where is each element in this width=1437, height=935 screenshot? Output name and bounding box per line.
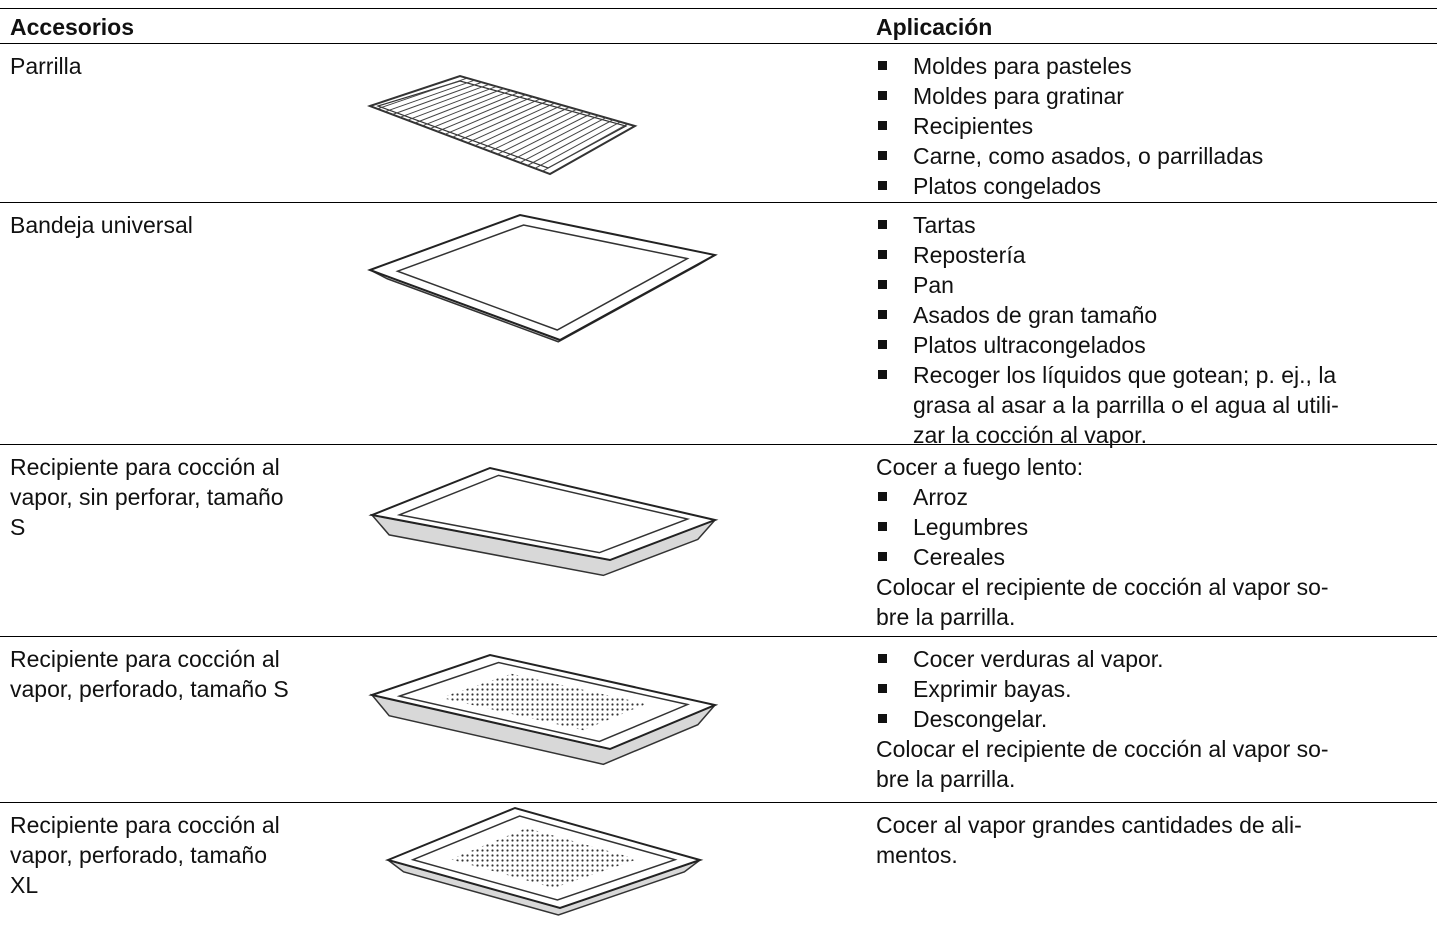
bullet-item: Descongelar. xyxy=(876,704,1436,734)
illustration xyxy=(368,466,719,577)
bullet-item: Repostería xyxy=(876,240,1436,270)
text-line: vapor, sin perforar, tamaño xyxy=(10,484,284,510)
illustration xyxy=(368,653,719,766)
text-line: grasa al asar a la parrilla o el agua al… xyxy=(913,392,1339,418)
bullet-item: Pan xyxy=(876,270,1436,300)
text-line: Tartas xyxy=(913,212,976,238)
application-cell: Cocer verduras al vapor. Exprimir bayas. D… xyxy=(876,644,1436,794)
accessory-image xyxy=(360,803,870,935)
text-line: vapor, perforado, tamaño xyxy=(10,842,267,868)
accessory-cell: Recipiente para cocción al vapor, perfora… xyxy=(10,644,360,704)
bullet-item: Arroz xyxy=(876,482,1436,512)
accessory-image xyxy=(360,44,870,210)
bullet-item: Moldes para pasteles xyxy=(876,51,1436,81)
bullet-item: Cocer verduras al vapor. xyxy=(876,644,1436,674)
text-line: bre la parrilla. xyxy=(876,604,1016,630)
text-line: Parrilla xyxy=(10,53,82,79)
illustration xyxy=(367,74,638,176)
text-line: mentos. xyxy=(876,842,958,868)
text-line: Cocer verduras al vapor. xyxy=(913,646,1164,672)
text-line: Colocar el recipiente de cocción al vapo… xyxy=(876,574,1329,600)
table-row: Recipiente para cocción al vapor, sin per… xyxy=(0,445,1437,637)
text-line: S xyxy=(10,514,26,540)
bullet-item: Cereales xyxy=(876,542,1436,572)
text-line: Platos congelados xyxy=(913,173,1101,199)
text-line: Recoger los líquidos que gotean; p. ej.,… xyxy=(913,362,1337,388)
illustration xyxy=(367,213,718,343)
table-row: Recipiente para cocción al vapor, perfora… xyxy=(0,637,1437,803)
text-line: Recipiente para cocción al xyxy=(10,812,280,838)
text-line: Moldes para gratinar xyxy=(913,83,1124,109)
accessory-image xyxy=(360,445,870,644)
text-line: Cocer al vapor grandes cantidades de ali… xyxy=(876,812,1302,838)
accessory-image xyxy=(360,637,870,810)
accessory-cell: Parrilla xyxy=(10,51,360,81)
text-line: Carne, como asados, o parrilladas xyxy=(913,143,1264,169)
text-line: XL xyxy=(10,872,39,898)
bullet-item: Asados de gran tamaño xyxy=(876,300,1436,330)
text-line: Repostería xyxy=(913,242,1026,268)
application-cell: Moldes para pasteles Moldes para gratinar… xyxy=(876,51,1436,201)
text-line: Descongelar. xyxy=(913,706,1048,732)
text-line: Colocar el recipiente de cocción al vapo… xyxy=(876,736,1329,762)
table-header: Accesorios Aplicación xyxy=(0,8,1437,44)
bullet-item: Platos ultracongelados xyxy=(876,330,1436,360)
text-line: bre la parrilla. xyxy=(876,766,1016,792)
header-cell: Aplicación xyxy=(876,14,993,40)
text-line: vapor, perforado, tamaño S xyxy=(10,676,289,702)
bullet-item: Tartas xyxy=(876,210,1436,240)
text-line: Recipiente para cocción al xyxy=(10,454,280,480)
bullet-item: Carne, como asados, o parrilladas xyxy=(876,141,1436,171)
accessory-image xyxy=(360,203,870,452)
header-cell: Accesorios xyxy=(10,14,135,40)
text-line: Legumbres xyxy=(913,514,1029,540)
bullet-item: Recoger los líquidos que gotean; p. ej.,… xyxy=(876,360,1436,450)
text-line: Arroz xyxy=(913,484,968,510)
table-row: Bandeja universal Tartas Repostería Pan Asad… xyxy=(0,203,1437,448)
accessory-cell: Recipiente para cocción al vapor, perfora… xyxy=(10,810,360,900)
application-cell: Cocer al vapor grandes cantidades de ali… xyxy=(876,810,1436,870)
text-line: Platos ultracongelados xyxy=(913,332,1146,358)
text-line: zar la cocción al vapor. xyxy=(913,422,1147,448)
text-line: Pan xyxy=(913,272,954,298)
table-row: Parrilla Moldes para pasteles Moldes para … xyxy=(0,44,1437,203)
bullet-item: Moldes para gratinar xyxy=(876,81,1436,111)
bullet-item: Exprimir bayas. xyxy=(876,674,1436,704)
bullet-item: Platos congelados xyxy=(876,171,1436,201)
text-line: Recipientes xyxy=(913,113,1034,139)
bullet-item: Recipientes xyxy=(876,111,1436,141)
accessory-cell: Bandeja universal xyxy=(10,210,360,240)
accessory-cell: Recipiente para cocción al vapor, sin per… xyxy=(10,452,360,542)
text-line: Bandeja universal xyxy=(10,212,193,238)
bullet-item: Legumbres xyxy=(876,512,1436,542)
text-line: Exprimir bayas. xyxy=(913,676,1072,702)
application-cell: Tartas Repostería Pan Asados de gran tamaño… xyxy=(876,210,1436,450)
table-row: Recipiente para cocción al vapor, perfora… xyxy=(0,803,1437,928)
text-line: Recipiente para cocción al xyxy=(10,646,280,672)
text-line: Moldes para pasteles xyxy=(913,53,1132,79)
text-line: Asados de gran tamaño xyxy=(913,302,1158,328)
text-line: Cereales xyxy=(913,544,1006,570)
text-line: Cocer a fuego lento: xyxy=(876,454,1084,480)
illustration xyxy=(384,806,704,916)
application-cell: Cocer a fuego lento: Arroz Legumbres Cereal… xyxy=(876,452,1436,632)
